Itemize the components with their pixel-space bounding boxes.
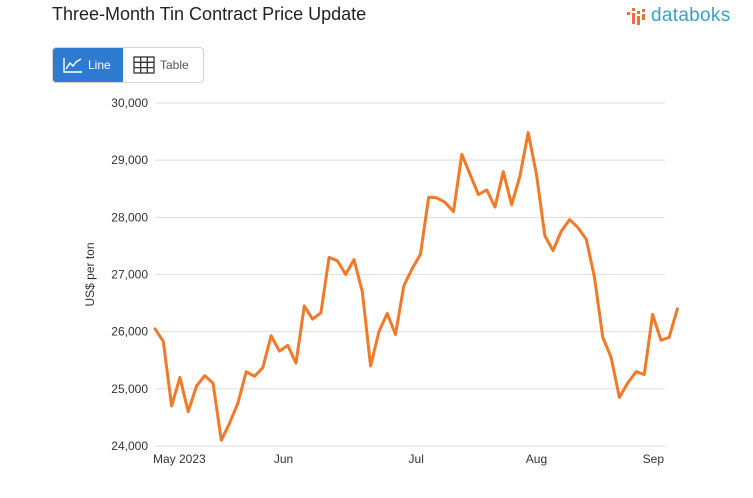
brand-name: databoks <box>651 5 731 26</box>
line-chart-icon <box>63 58 82 73</box>
y-tick-label: 30,000 <box>111 96 148 110</box>
y-axis-label: US$ per ton <box>83 242 97 306</box>
y-tick-label: 29,000 <box>111 153 148 167</box>
y-tick-label: 24,000 <box>111 439 148 453</box>
y-tick-label: 26,000 <box>111 325 148 339</box>
x-tick-label: May 2023 <box>153 452 206 466</box>
x-tick-label: Aug <box>526 452 547 466</box>
x-tick-label: Jun <box>274 452 293 466</box>
brand-logo[interactable]: databoks <box>626 4 731 28</box>
view-toggle: Line Table <box>52 47 204 83</box>
x-tick-label: Sep <box>643 452 665 466</box>
databoks-logo-icon <box>627 8 645 25</box>
y-tick-label: 27,000 <box>111 268 148 282</box>
y-tick-label: 28,000 <box>111 210 148 224</box>
line-view-button[interactable]: Line <box>53 48 123 82</box>
x-tick-label: Jul <box>409 452 424 466</box>
table-view-label: Table <box>160 58 189 72</box>
chart-title: Three-Month Tin Contract Price Update <box>52 4 367 24</box>
line-view-label: Line <box>88 58 111 72</box>
table-view-button[interactable]: Table <box>123 48 203 82</box>
table-grid-icon <box>133 56 155 74</box>
series-line <box>153 131 679 442</box>
y-tick-label: 25,000 <box>111 382 148 396</box>
